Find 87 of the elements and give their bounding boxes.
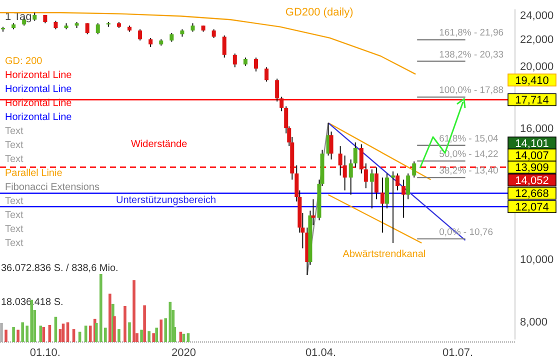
ref-line-label: 13,909 bbox=[515, 162, 549, 174]
bar bbox=[148, 331, 150, 342]
candlestick bbox=[342, 155, 347, 191]
bar bbox=[84, 326, 88, 342]
annotation: Horizontal Line bbox=[5, 84, 72, 95]
series-label: 100,0% - 17,88 bbox=[439, 85, 504, 96]
bar bbox=[160, 320, 163, 342]
candlestick bbox=[138, 28, 142, 42]
bar bbox=[124, 306, 126, 342]
bar bbox=[72, 329, 76, 342]
series-label: 161,8% - 21,96 bbox=[439, 28, 504, 39]
annotation: Text bbox=[5, 140, 24, 151]
y-tick-label: 20,000 bbox=[520, 60, 554, 73]
ref-line-label: 12,074 bbox=[515, 202, 549, 214]
candlestick bbox=[396, 172, 400, 191]
annotation: 36.072.836 S. / 838,6 Mio. bbox=[1, 263, 118, 274]
candlestick bbox=[402, 179, 406, 218]
annotation: Text bbox=[5, 196, 24, 207]
candlestick bbox=[96, 22, 100, 35]
candlestick bbox=[254, 57, 258, 72]
text: 14,007 bbox=[515, 150, 549, 162]
bar bbox=[0, 322, 3, 342]
candlestick bbox=[311, 198, 316, 226]
candlestick bbox=[359, 144, 364, 174]
bar bbox=[186, 333, 190, 342]
bar bbox=[16, 330, 20, 342]
candlestick bbox=[370, 168, 374, 209]
candlestick bbox=[406, 172, 410, 200]
candlestick bbox=[275, 78, 280, 102]
candlestick bbox=[348, 158, 353, 196]
bar bbox=[39, 326, 42, 342]
series-label: 50,0% - 14,22 bbox=[439, 148, 498, 160]
bar bbox=[12, 327, 15, 342]
candlestick bbox=[412, 160, 416, 178]
annotation: Horizontal Line bbox=[5, 98, 72, 109]
candlestick bbox=[232, 53, 237, 68]
candlestick bbox=[374, 166, 378, 200]
x-tick-label: 2020 bbox=[171, 347, 196, 359]
bar bbox=[132, 280, 136, 342]
bar bbox=[62, 324, 65, 342]
annotation: Text bbox=[5, 224, 24, 235]
annotation: Horizontal Line bbox=[5, 112, 72, 123]
x-tick-label: 01.10. bbox=[30, 347, 60, 359]
bar bbox=[164, 318, 168, 342]
bar bbox=[4, 330, 8, 342]
bar bbox=[118, 329, 120, 342]
candlestick bbox=[380, 177, 384, 234]
annotation: Text bbox=[5, 238, 24, 249]
y-tick-label: 24,000 bbox=[520, 10, 554, 22]
bar bbox=[128, 322, 131, 342]
bar bbox=[140, 330, 143, 342]
annotation: GD: 200 bbox=[5, 56, 43, 67]
annotation: Parallel Linie bbox=[5, 168, 63, 179]
annotation: Text bbox=[5, 210, 24, 221]
y-tick-label: 8,000 bbox=[520, 316, 548, 328]
annotation: Text bbox=[5, 154, 24, 165]
annotation: Unterstützungsbereich bbox=[116, 195, 216, 206]
candlestick bbox=[264, 66, 269, 82]
text: 14,101 bbox=[515, 138, 549, 150]
bar bbox=[143, 305, 146, 342]
series-label: GD200 (daily) bbox=[285, 6, 354, 19]
candlestick bbox=[364, 162, 368, 189]
annotation: Text bbox=[5, 126, 24, 137]
bar bbox=[152, 333, 155, 342]
candlestick bbox=[222, 34, 226, 58]
series-label: 138,2% - 20,33 bbox=[439, 49, 504, 60]
x-tick-label: 01.04. bbox=[305, 347, 336, 359]
annotation: Widerstände bbox=[131, 139, 188, 150]
y-tick-label: 16,000 bbox=[520, 123, 554, 136]
candlestick bbox=[338, 146, 342, 176]
candlestick bbox=[280, 96, 284, 112]
candlestick bbox=[85, 22, 90, 35]
text: 19,410 bbox=[515, 75, 549, 87]
series-label: Abwärtstrendkanal bbox=[342, 248, 426, 260]
candlestick bbox=[329, 131, 334, 160]
candlestick bbox=[391, 170, 396, 244]
y-tick-label: 22,000 bbox=[520, 34, 554, 46]
series-label: 38,2% - 13,40 bbox=[439, 166, 498, 177]
text: 14,052 bbox=[515, 175, 549, 187]
annotation: Horizontal Line bbox=[5, 70, 72, 81]
y-tick-label: 10,000 bbox=[520, 254, 554, 266]
ref-line-label: 12,668 bbox=[515, 188, 549, 200]
bar bbox=[155, 328, 158, 342]
annotation: Fibonacci Extensions bbox=[5, 182, 100, 193]
ref-line-label: 17,714 bbox=[515, 94, 549, 107]
x-tick-label: 01.07. bbox=[442, 347, 474, 359]
candlestick bbox=[353, 142, 358, 168]
